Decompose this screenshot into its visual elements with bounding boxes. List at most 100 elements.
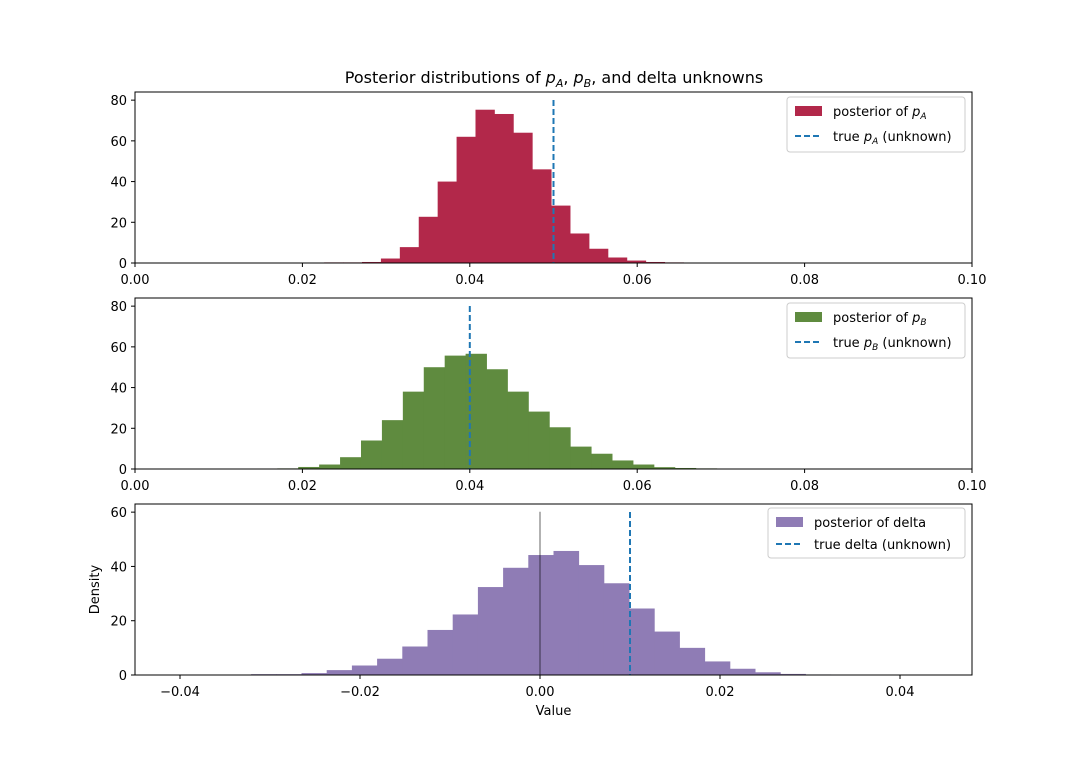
histogram-bar	[503, 567, 529, 675]
histogram-bar	[319, 464, 341, 469]
y-tick-label: 20	[110, 216, 127, 231]
x-tick-label: 0.08	[790, 479, 819, 494]
histogram-bar	[494, 113, 514, 263]
histogram-bar	[301, 673, 328, 675]
x-tick-label: 0.04	[455, 479, 484, 494]
legend: posterior of delta true delta (unknown)	[767, 507, 966, 559]
histogram-bar	[645, 261, 666, 263]
legend-label: true pA (unknown)	[833, 130, 952, 147]
histogram-bar	[351, 665, 378, 675]
x-tick-label: 0.10	[958, 273, 987, 288]
histogram-bar	[629, 608, 655, 675]
histogram-bar	[427, 629, 454, 675]
legend-label: posterior of pA	[833, 105, 927, 122]
histogram-bar	[452, 614, 479, 675]
x-tick-label: −0.04	[160, 685, 200, 700]
y-tick-label: 0	[119, 669, 127, 684]
legend-label: posterior of pB	[833, 311, 927, 328]
histogram-bar	[588, 248, 609, 263]
histogram-bar	[513, 132, 533, 263]
axes-frame	[134, 503, 973, 676]
histogram-bar	[465, 353, 487, 469]
histogram-bar	[607, 257, 628, 263]
x-tick-label: 0.08	[790, 273, 819, 288]
histogram-bar	[418, 216, 439, 263]
y-axis-label: Density	[88, 564, 103, 614]
histogram-bar	[570, 233, 590, 263]
x-tick-label: 0.00	[121, 273, 150, 288]
figure-title: Posterior distributions of pA, pB, and d…	[345, 68, 763, 90]
legend-patch	[795, 312, 822, 322]
panel-pA: 0.00 0.02 0.04 0.06 0.08 0.10 0 20 40 60 80 posteri…	[110, 91, 987, 288]
x-tick-label: 0.02	[288, 479, 317, 494]
histogram-bar	[377, 658, 403, 675]
panel-delta: −0.04 −0.02 0.00 0.02 0.04 0 20 40 60 Value Densit…	[88, 503, 973, 719]
y-tick-label: 0	[119, 463, 127, 478]
x-tick-label: 0.02	[706, 685, 735, 700]
histogram-bar	[381, 420, 404, 469]
y-tick-label: 80	[110, 300, 127, 315]
legend: posterior of pA true pA (unknown)	[786, 96, 966, 153]
legend-label: posterior of delta	[814, 516, 926, 531]
histogram-bar	[626, 260, 647, 263]
histogram-bar	[380, 258, 401, 263]
x-tick-label: 0.06	[623, 273, 652, 288]
histogram-bar	[549, 427, 571, 469]
histogram-bar	[755, 672, 781, 675]
legend-patch	[776, 517, 803, 527]
histogram-bar	[553, 550, 580, 675]
histogram-bar	[477, 587, 504, 675]
histogram-bar	[361, 261, 382, 263]
y-tick-label: 40	[110, 382, 127, 397]
histogram-bar	[528, 555, 554, 675]
y-tick-label: 20	[110, 615, 127, 630]
legend-patch	[795, 106, 822, 116]
x-tick-label: 0.00	[526, 685, 555, 700]
x-axis-label: Value	[536, 704, 572, 719]
legend-label: true delta (unknown)	[814, 538, 951, 553]
histogram-bar	[653, 467, 676, 469]
y-tick-label: 40	[110, 176, 127, 191]
axes-frame	[134, 91, 973, 264]
axes-frame	[134, 297, 973, 470]
y-tick-label: 60	[110, 506, 127, 521]
legend-box	[786, 302, 966, 359]
histogram-bar	[612, 460, 634, 469]
legend-box	[786, 96, 966, 153]
histogram-bar	[486, 369, 508, 469]
histogram-bar	[578, 565, 605, 675]
histogram-bar	[679, 647, 706, 675]
y-tick-label: 20	[110, 422, 127, 437]
legend: posterior of pB true pB (unknown)	[786, 302, 966, 359]
x-tick-label: 0.04	[455, 273, 484, 288]
legend-box	[767, 507, 966, 559]
y-tick-label: 0	[119, 257, 127, 272]
histogram-bar	[326, 670, 353, 675]
x-tick-label: 0.00	[121, 479, 150, 494]
histogram-bar	[704, 661, 731, 675]
y-tick-label: 40	[110, 560, 127, 575]
histogram-bar	[780, 673, 806, 675]
histogram-bar	[360, 440, 383, 469]
histogram-bar	[551, 205, 571, 263]
histogram-bar	[444, 355, 467, 469]
histogram-bar	[654, 631, 680, 675]
histogram-bar	[507, 391, 529, 469]
histogram-bar	[402, 391, 425, 469]
histogram-bar	[591, 453, 613, 469]
histogram-bar	[528, 411, 550, 469]
histogram-bar	[402, 646, 428, 675]
histogram-bar	[532, 169, 552, 263]
x-tick-label: −0.02	[340, 685, 380, 700]
histogram-bar	[633, 464, 655, 469]
histogram-bar	[456, 136, 476, 263]
y-tick-label: 80	[110, 94, 127, 109]
histogram-bar	[603, 583, 630, 675]
x-tick-label: 0.04	[886, 685, 915, 700]
histogram-bar	[674, 467, 697, 469]
histogram-bar	[437, 181, 457, 263]
y-tick-label: 60	[110, 341, 127, 356]
y-tick-label: 60	[110, 135, 127, 150]
histogram-bar	[399, 247, 420, 263]
